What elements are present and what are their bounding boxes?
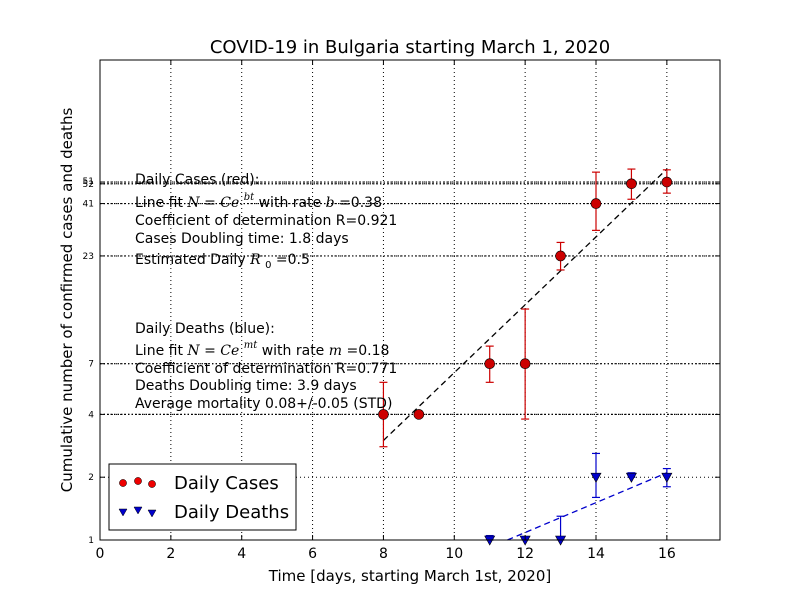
cases-point	[413, 409, 425, 420]
grid	[100, 60, 720, 540]
x-tick-label: 12	[516, 546, 534, 562]
legend-label-deaths: Daily Deaths	[174, 502, 289, 523]
deaths-fit-text: Line fit N = Ce mt with rate m =0.18	[135, 336, 389, 359]
y-axis-label: Cumulative number of confirmed cases and…	[58, 108, 76, 493]
cases-r0-value: =0.5	[276, 252, 310, 268]
cases-point	[590, 198, 602, 209]
y-tick-label: 51	[83, 177, 94, 187]
cases-fit-ce: Ce	[220, 195, 239, 211]
cases-annotation-header: Daily Cases (red):	[135, 172, 259, 188]
x-axis-label: Time [days, starting March 1st, 2020]	[268, 567, 551, 585]
data-marks	[378, 168, 673, 546]
deaths-annotation-header: Daily Deaths (blue):	[135, 321, 275, 337]
deaths-r-text: Coefficient of determination R=0.771	[135, 361, 397, 377]
cases-point	[519, 358, 531, 370]
cases-r0-prefix: Estimated Daily	[135, 252, 250, 268]
cases-r0-subscript: 0	[265, 260, 271, 271]
y-tick-label: 1	[88, 536, 94, 546]
x-tick-label: 0	[96, 546, 105, 562]
cases-point	[661, 176, 673, 188]
x-tick-label: 8	[379, 546, 388, 562]
cases-point	[484, 358, 496, 370]
cases-fit-rate-value: =0.38	[339, 195, 382, 211]
y-tick-label: 23	[83, 252, 94, 262]
x-tick-label: 16	[658, 546, 676, 562]
cases-doubling-text: Cases Doubling time: 1.8 days	[135, 231, 349, 247]
y-tick-label: 7	[88, 360, 94, 370]
cases-fit-eq: =	[204, 195, 216, 211]
deaths-doubling-text: Deaths Doubling time: 3.9 days	[135, 378, 357, 394]
cases-fit-rate-label: with rate	[259, 195, 326, 211]
deaths-fit-exponent: mt	[244, 340, 258, 351]
legend: Daily Cases Daily Deaths	[108, 463, 297, 531]
cases-r0-text: Estimated Daily R 0 =0.5	[135, 252, 310, 272]
cases-point	[378, 409, 389, 420]
cases-fit-text: Line fit N = Ce bt with rate b =0.38	[135, 188, 382, 211]
legend-box	[108, 463, 297, 531]
legend-label-cases: Daily Cases	[174, 473, 279, 494]
y-tick-label: 52	[83, 180, 94, 190]
x-tick-label: 2	[166, 546, 175, 562]
legend-marker-deaths	[118, 506, 157, 518]
deaths-mortality-text: Average mortality 0.08+/-0.05 (STD)	[135, 396, 392, 412]
deaths-fit-rate-value: =0.18	[346, 343, 389, 359]
x-tick-label: 6	[308, 546, 317, 562]
y-tick-label: 41	[83, 200, 94, 210]
cases-fit-prefix: Line fit	[135, 195, 187, 211]
x-tick-label: 14	[587, 546, 605, 562]
deaths-fit-n: N	[186, 343, 200, 359]
deaths-point	[661, 472, 673, 483]
cases-r0-symbol: R	[249, 252, 261, 268]
plot-area-frame	[99, 59, 721, 541]
deaths-fit-ce: Ce	[220, 343, 239, 359]
cases-fit-n: N	[186, 195, 200, 211]
deaths-fit-prefix: Line fit	[135, 343, 187, 359]
cases-point	[555, 250, 566, 262]
cases-fit-line	[382, 168, 668, 441]
x-tick-label: 4	[237, 546, 246, 562]
y-tick-label: 4	[88, 410, 94, 420]
cases-fit-rate-symbol: b	[326, 195, 335, 211]
cases-fit-exponent: bt	[244, 192, 255, 203]
legend-marker-cases	[119, 477, 156, 488]
chart-title: COVID-19 in Bulgaria starting March 1, 2…	[210, 37, 610, 58]
cases-point	[626, 178, 637, 190]
y-tick-label: 2	[88, 473, 94, 483]
deaths-fit-eq: =	[204, 343, 216, 359]
fit-lines	[382, 168, 668, 541]
cases-r-text: Coefficient of determination R=0.921	[135, 213, 397, 229]
deaths-fit-rate-label: with rate	[262, 343, 329, 359]
deaths-point	[625, 472, 637, 483]
deaths-point	[590, 472, 602, 483]
deaths-fit-rate-symbol: m	[329, 343, 342, 359]
x-tick-label: 10	[445, 546, 463, 562]
deaths-fit-line	[507, 472, 668, 541]
